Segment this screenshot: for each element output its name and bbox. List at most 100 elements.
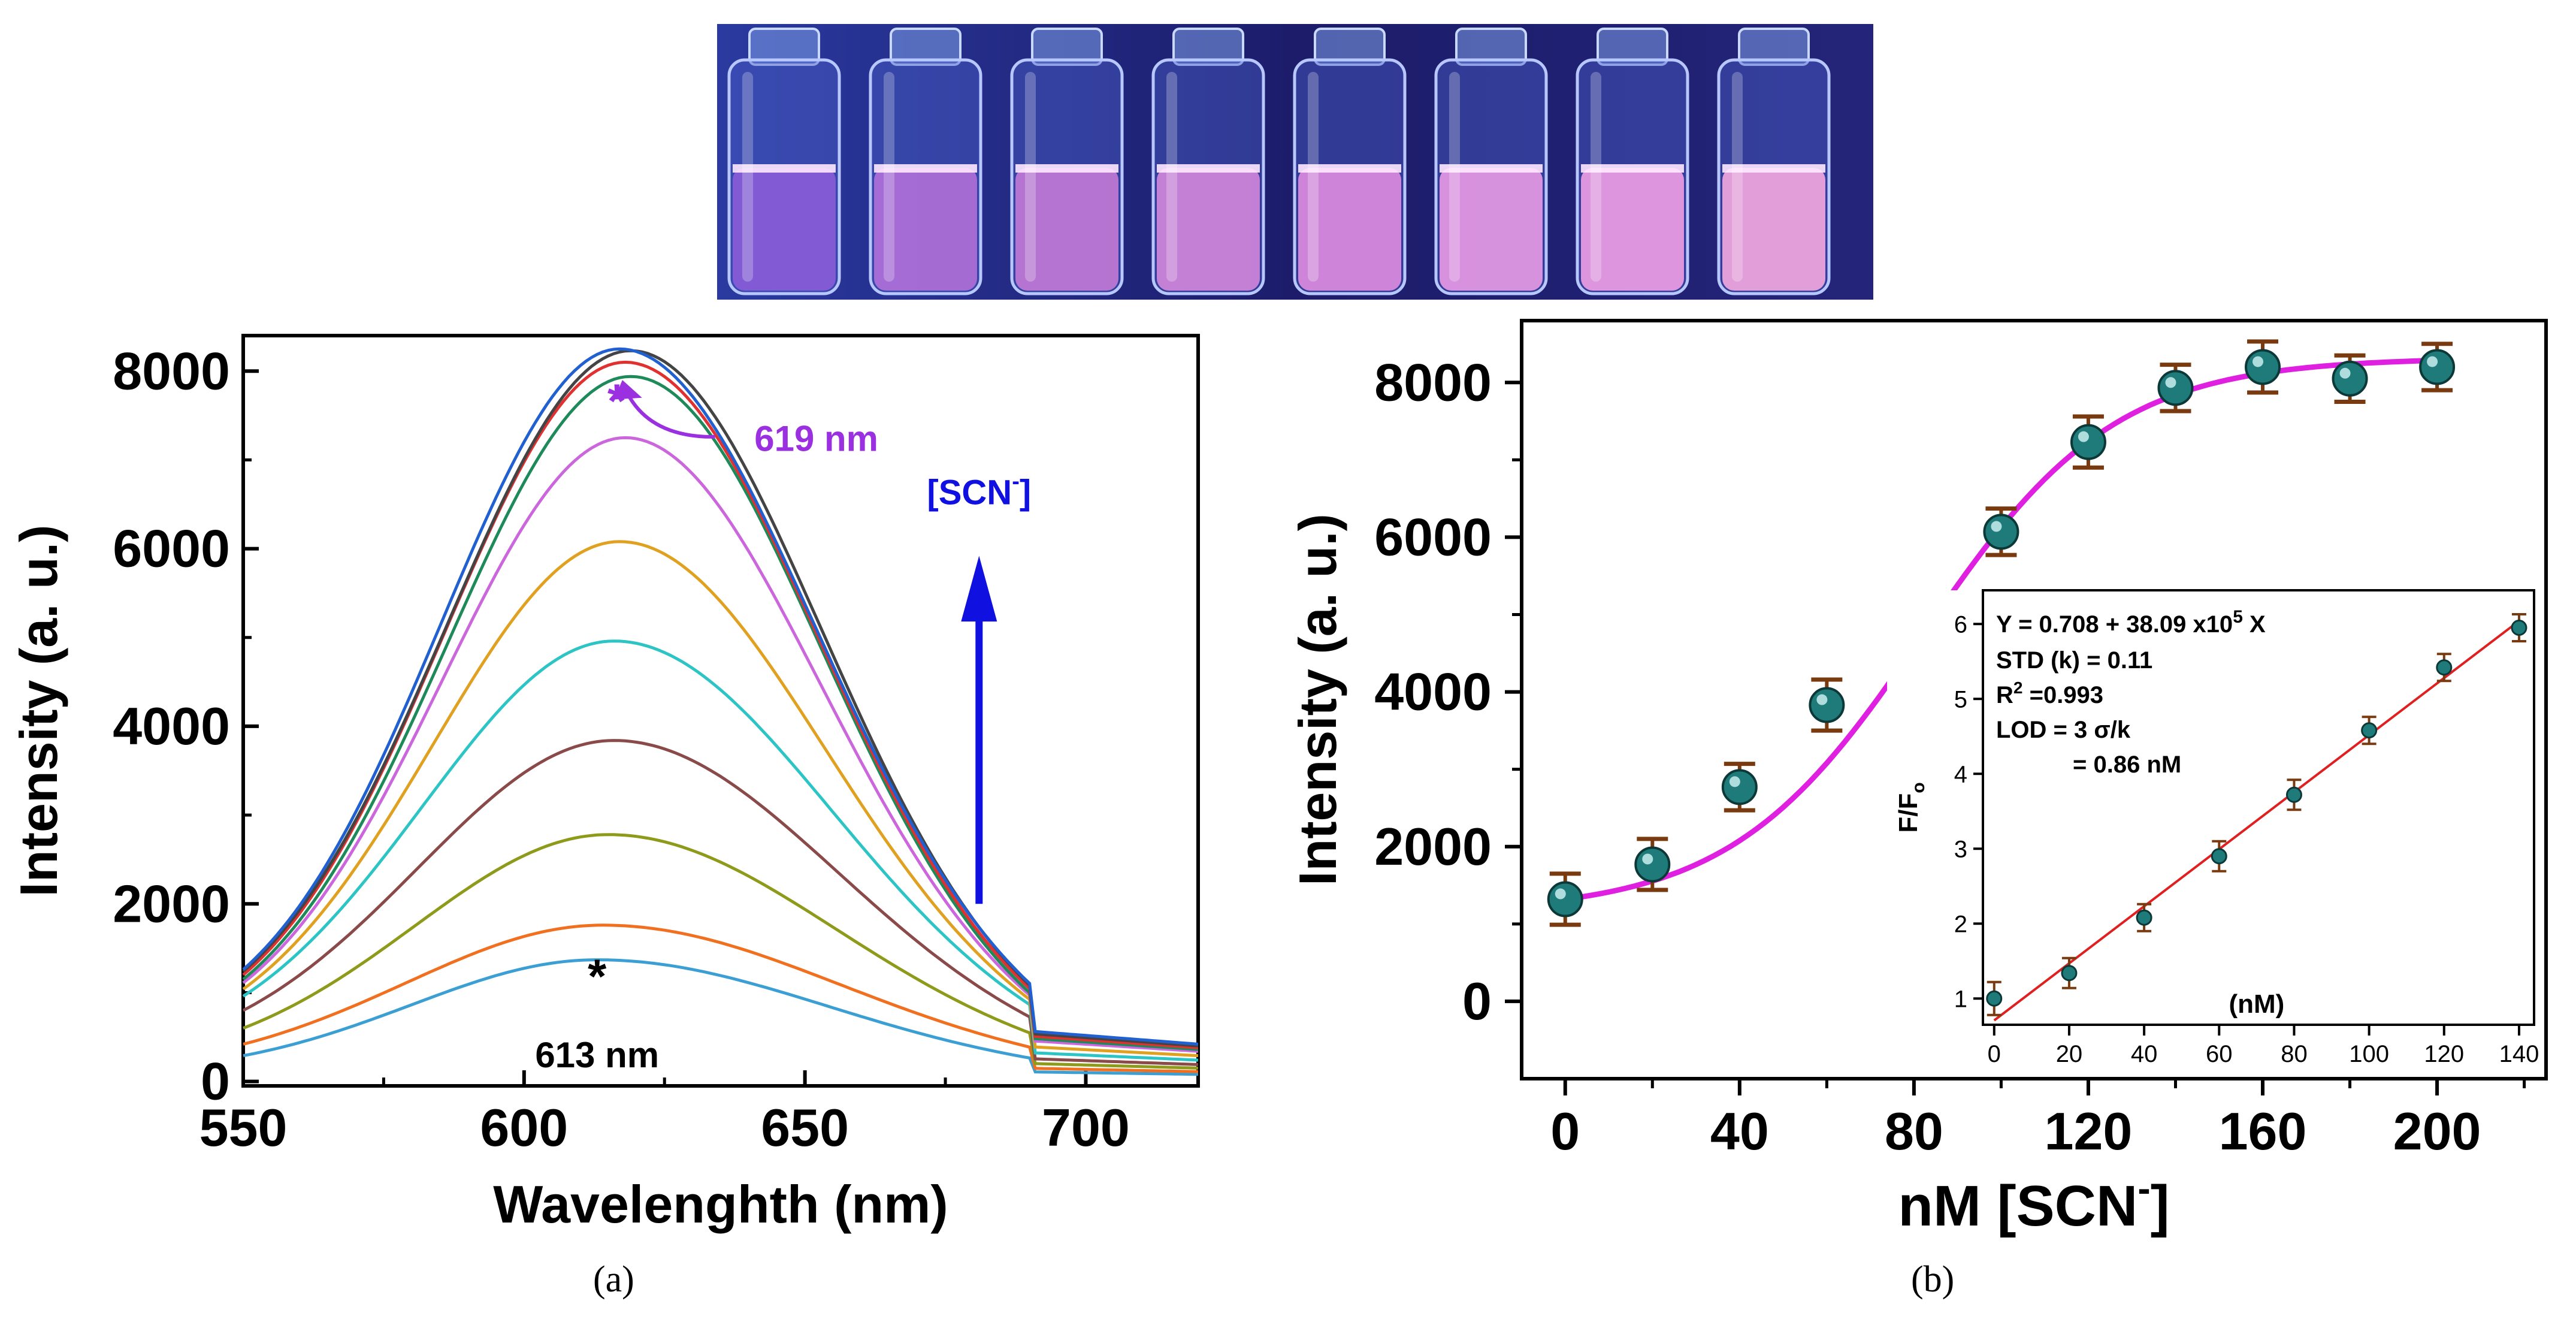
inset-y-tick-label: 4 [1954,761,1967,787]
spectrum-line [243,923,1199,1073]
inset-equation-main: Y = 0.708 + 38.09 x10 [1996,611,2233,638]
x-tick-label: 550 [199,1098,288,1157]
inset-x-tick-label: 120 [2424,1041,2464,1067]
vial-meniscus [1722,164,1825,173]
marker-highlight [2078,431,2089,442]
inset-equation-tail: X [2243,611,2266,638]
x-tick-label: 600 [480,1098,568,1157]
inset-lod-line1: LOD = 3 σ/k [1996,717,2131,743]
data-point [1721,762,1758,813]
vial-meniscus [1440,164,1543,173]
y-tick-label: 8000 [113,341,230,400]
vial [1293,28,1407,295]
chart-b-x-axis-label: nM [SCN-] [1898,1167,2169,1238]
inset-data-marker [2436,659,2453,676]
chart-b-x-axis-label-main: nM [SCN [1898,1174,2137,1238]
vial [1151,28,1265,295]
chart-a-spectra: 550 600 650 700 0 2000 4000 6000 8000 Wavelenght… [9,334,1200,1234]
caption-b: (b) [1911,1259,1955,1300]
inset-r2-tail: =0.993 [2022,682,2103,708]
scn-arrow-label-main: [SCN [927,473,1012,512]
inset-x-axis-label: (nM) [2229,989,2284,1019]
inset-r2: R2 =0.993 [1996,678,2103,708]
peak-arrowhead-619 [613,380,642,400]
inset-y-axis-label-sub: o [1909,782,1928,793]
spectrum-line [242,639,1199,1062]
inset-x-tick-label: 40 [2131,1041,2158,1067]
spectrum-line [242,739,1199,1066]
spectrum-line [243,833,1199,1070]
x-tick-label: 160 [2219,1101,2307,1161]
inset-data-marker [1986,990,2003,1007]
inset-data-marker [2136,909,2152,926]
inset-y-axis-label-main: F/F [1894,793,1923,833]
vial-highlight [1025,72,1036,282]
vial-liquid [1440,168,1543,291]
inset-lod-line2: = 0.86 nM [2073,751,2181,778]
vial-cap [1314,28,1386,66]
inset-x-tick-label: 100 [2349,1041,2389,1067]
vial-cap [1455,28,1527,66]
x-tick-label: 0 [1550,1101,1580,1161]
vial-cap [748,28,820,66]
spectrum-line [243,958,1199,1076]
y-tick-label: 6000 [113,519,230,578]
x-tick-label: 80 [1885,1101,1943,1161]
vial-meniscus [1157,164,1260,173]
inset-data-marker [2511,620,2527,636]
data-marker [1721,769,1758,805]
y-tick-label: 0 [201,1052,230,1111]
inset-data-point [2061,956,2078,989]
inset-y-tick-label: 2 [1954,911,1967,937]
scn-arrow-label-close: ] [1020,473,1031,512]
marker-highlight [1729,776,1740,787]
inset-fit-line [1993,620,2520,1022]
scn-arrow-label-sup: - [1012,469,1020,494]
vial-liquid [733,168,836,291]
x-tick-label: 120 [2045,1101,2133,1161]
vial-cap [1031,28,1103,66]
vial-liquid [1722,168,1825,291]
spectrum-line [242,349,1199,1048]
vial-liquid [1298,168,1401,291]
inset-std: STD (k) = 0.11 [1996,647,2152,674]
marker-highlight [1991,521,2002,532]
scn-increase-arrowhead [961,556,997,622]
peak-star-low: * [588,949,607,1003]
y-tick-label: 0 [1462,971,1492,1031]
data-point [1809,677,1845,733]
inset-y-tick-label: 6 [1954,611,1967,638]
marker-highlight [1642,853,1653,865]
inset-x-tick-label: 20 [2056,1041,2083,1067]
data-point [1634,837,1671,892]
data-point [2419,342,2456,393]
chart-b-y-axis-label: Intensity (a. u.) [1288,514,1347,886]
data-marker [2245,349,2281,385]
inset-equation-exp: 5 [2233,607,2243,627]
inset-r2-main: R [1996,682,2013,708]
data-point [2070,414,2106,470]
inset-x-tick-label: 60 [2206,1041,2233,1067]
vial-highlight [1166,72,1177,282]
vial-cap [1172,28,1244,66]
vials-photo [717,24,1873,300]
inset-x-tick-label: 80 [2281,1041,2308,1067]
data-marker [2157,370,2194,406]
marker-highlight [1555,888,1566,900]
vial [1576,28,1689,295]
inset-data-marker [2285,786,2302,803]
chart-b-plot-frame [1520,319,2548,1080]
vial-cap [1597,28,1668,66]
y-tick-label: 4000 [1374,662,1492,722]
inset-data-marker [2061,965,2078,982]
vial-highlight [1308,72,1319,282]
marker-highlight [2253,356,2264,367]
chart-b-points-group [1547,339,2456,927]
data-marker [2070,424,2106,460]
inset-y-axis-label: F/Fo [1894,782,1928,832]
data-marker [1809,687,1845,723]
chart-a-ticks: 550 600 650 700 0 2000 4000 6000 8000 [113,341,1130,1157]
scn-arrow-label: [SCN-] [927,469,1031,512]
inset-r2-sup: 2 [2013,678,2023,697]
